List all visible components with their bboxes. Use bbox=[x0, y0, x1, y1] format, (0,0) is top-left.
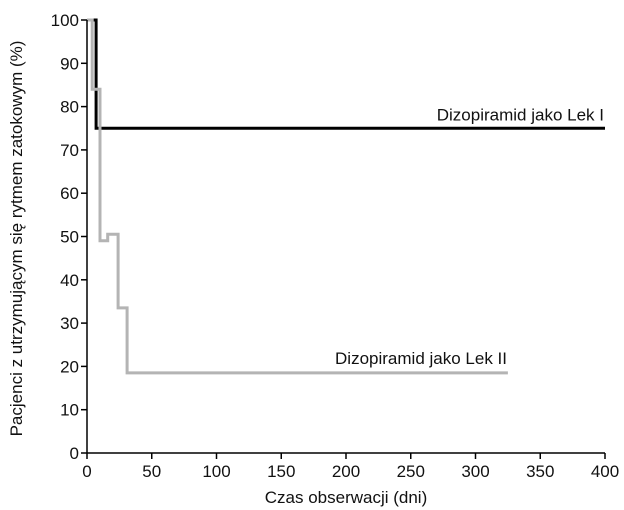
y-tick-label: 100 bbox=[51, 11, 79, 30]
series-layer bbox=[87, 18, 605, 375]
y-tick-label: 90 bbox=[60, 54, 79, 73]
y-tick-label: 80 bbox=[60, 98, 79, 117]
x-axis-label: Czas obserwacji (dni) bbox=[265, 488, 428, 507]
x-tick-label: 50 bbox=[142, 462, 161, 481]
series-line-2 bbox=[87, 18, 508, 375]
y-axis-label: Pacjenci z utrzymującym się rytmem zatok… bbox=[7, 41, 26, 437]
x-tick-label: 150 bbox=[267, 462, 295, 481]
y-tick-label: 0 bbox=[70, 444, 79, 463]
y-tick-label: 30 bbox=[60, 314, 79, 333]
series-label-lek-1: Dizopiramid jako Lek I bbox=[437, 105, 604, 124]
y-tick-label: 50 bbox=[60, 228, 79, 247]
x-tick-label: 350 bbox=[526, 462, 554, 481]
x-tick-label: 0 bbox=[82, 462, 91, 481]
x-axis-ticks: 0 50 100 150 200 250 300 350 400 bbox=[82, 453, 619, 481]
x-tick-label: 400 bbox=[591, 462, 619, 481]
y-tick-label: 60 bbox=[60, 184, 79, 203]
x-tick-label: 250 bbox=[397, 462, 425, 481]
y-tick-label: 70 bbox=[60, 141, 79, 160]
series-label-lek-2: Dizopiramid jako Lek II bbox=[335, 349, 507, 368]
x-tick-label: 200 bbox=[332, 462, 360, 481]
x-tick-label: 100 bbox=[202, 462, 230, 481]
y-tick-label: 20 bbox=[60, 357, 79, 376]
x-tick-label: 300 bbox=[461, 462, 489, 481]
y-axis-ticks: 0 10 20 30 40 50 60 70 80 90 100 bbox=[51, 11, 87, 463]
y-tick-label: 40 bbox=[60, 271, 79, 290]
y-tick-label: 10 bbox=[60, 401, 79, 420]
